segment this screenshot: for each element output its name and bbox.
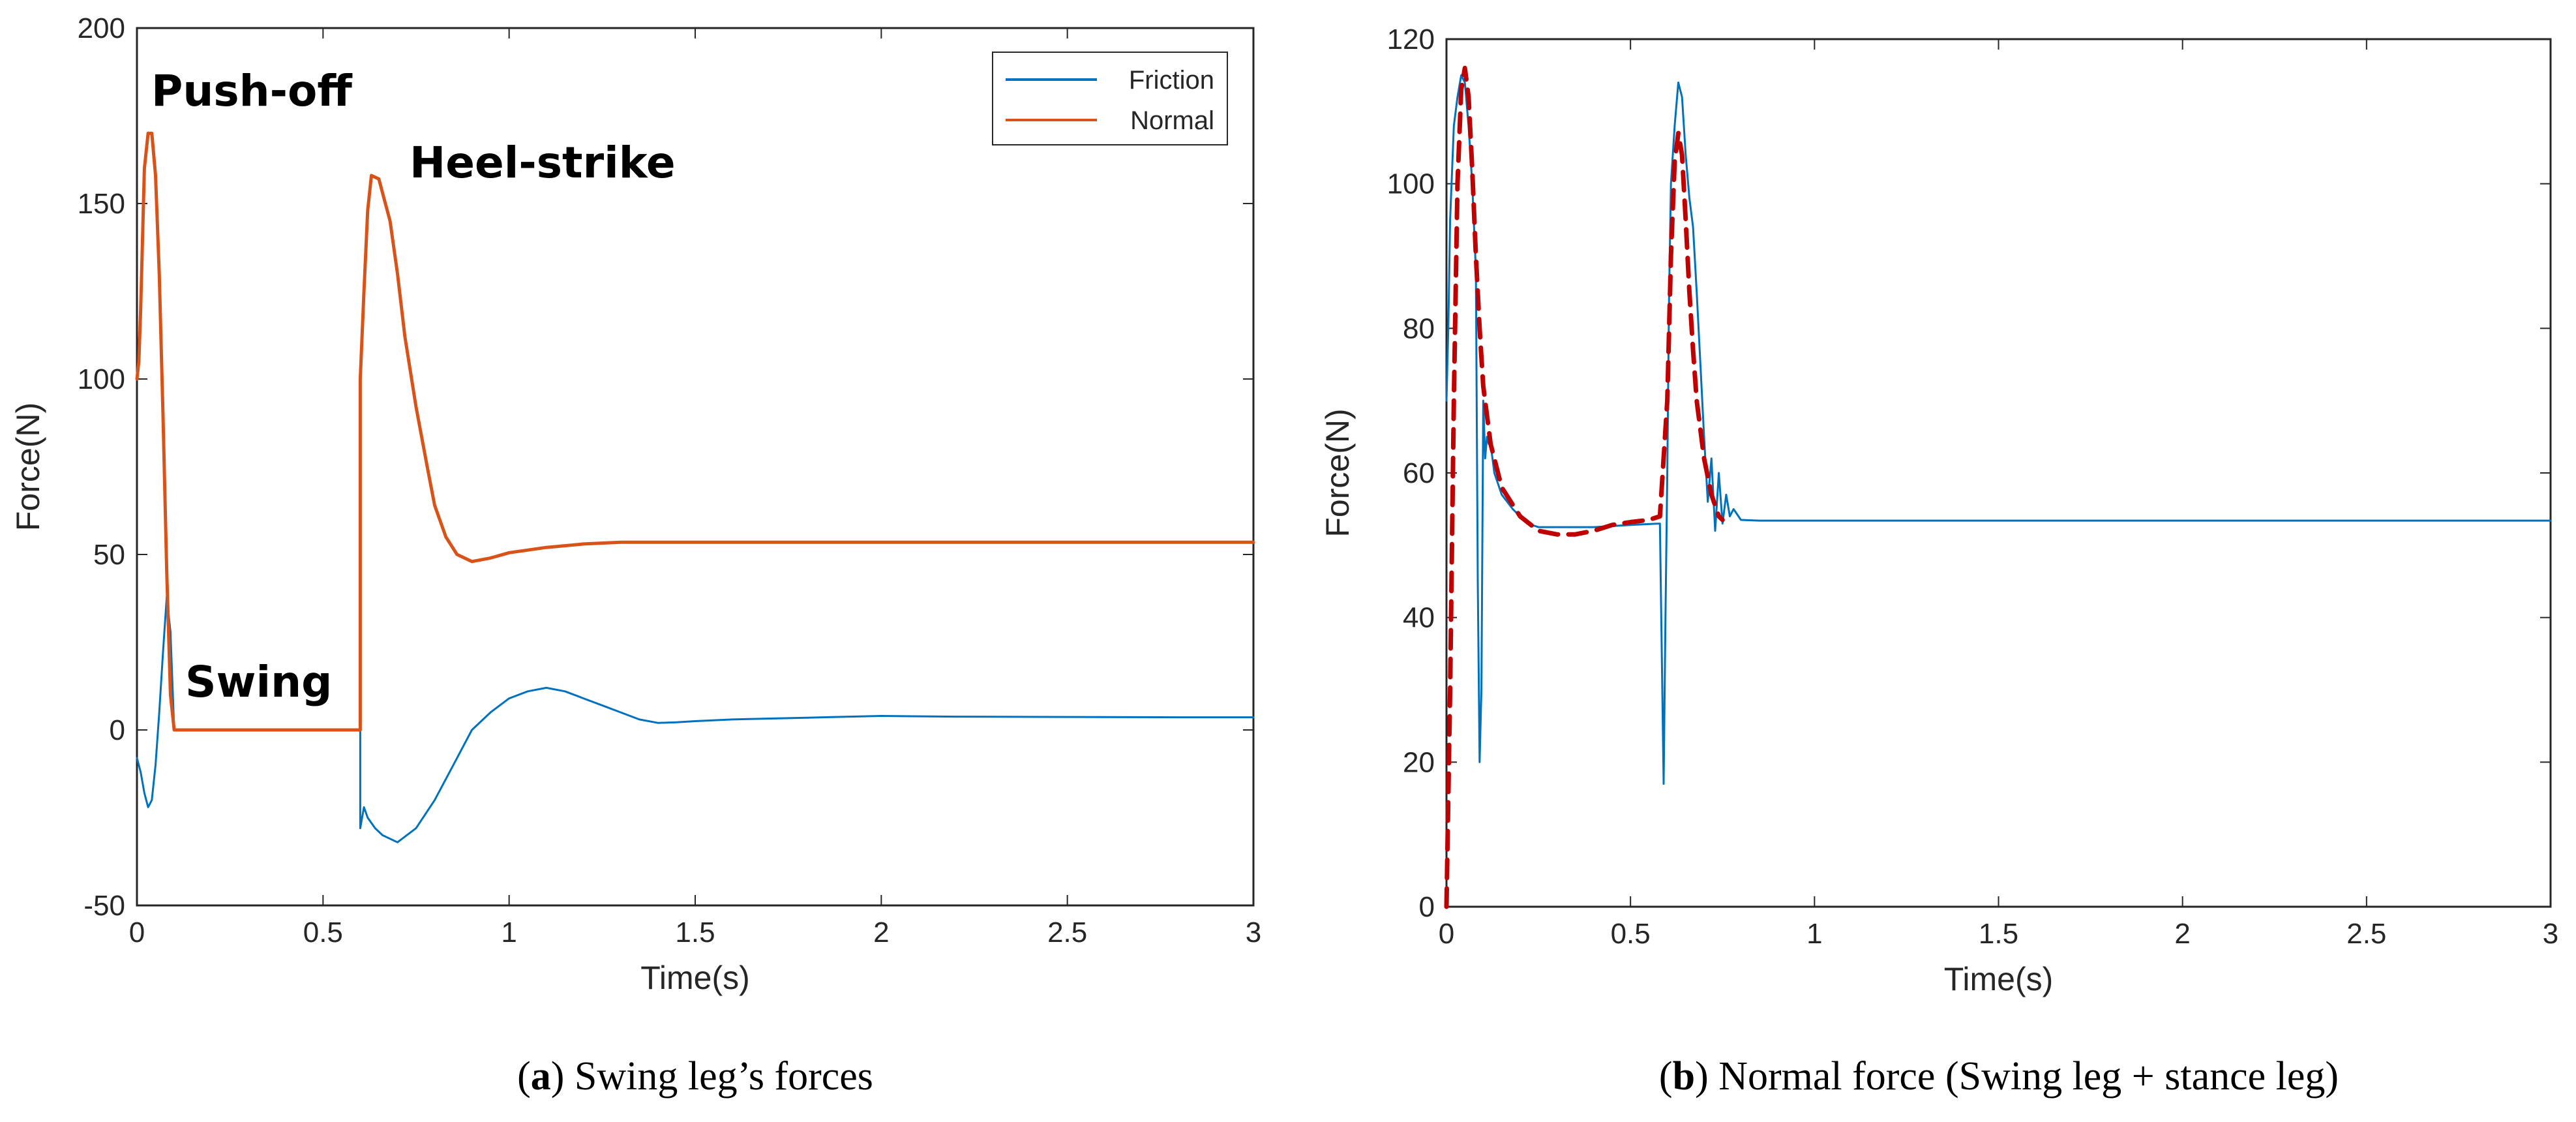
x-tick-label: 1 xyxy=(1806,918,1822,950)
legend-box xyxy=(992,52,1228,145)
y-tick-label: 60 xyxy=(1403,457,1435,489)
plot-frame xyxy=(136,27,1255,907)
legend-label-normal: Normal xyxy=(1130,106,1214,135)
x-tick-label: 1.5 xyxy=(1979,918,2018,950)
caption-a: (a) Swing leg’s forces xyxy=(517,1054,873,1099)
x-tick-label: 0.5 xyxy=(303,917,343,948)
x-tick-label: 0 xyxy=(129,917,145,948)
y-tick-label: 20 xyxy=(1403,746,1435,778)
y-tick-label: 100 xyxy=(1387,168,1435,200)
caption-b: (b) Normal force (Swing leg + stance leg… xyxy=(1659,1054,2339,1099)
axes: 0 0.5 1 1.5 2 2.5 3-50050100150200Time(s)Force… xyxy=(10,12,1261,996)
y-tick-label: 0 xyxy=(110,714,125,746)
y-tick-label: 200 xyxy=(78,12,125,44)
x-tick-label: 2 xyxy=(2174,918,2190,950)
y-tick-label: -50 xyxy=(83,890,125,922)
panel-swing-leg-forces: 0 0.5 1 1.5 2 2.5 3-50050100150200Time(s)Force… xyxy=(10,12,1261,996)
series-line-normal-force xyxy=(1445,74,2552,785)
x-tick-label: 2.5 xyxy=(2346,918,2386,950)
series-layer xyxy=(135,131,1255,843)
legend: Friction Normal xyxy=(992,52,1228,145)
x-axis-label: Time(s) xyxy=(640,960,750,996)
caption-b-tag: b xyxy=(1673,1054,1695,1099)
legend-label-friction: Friction xyxy=(1129,66,1214,95)
y-tick-label: 100 xyxy=(78,363,125,395)
panel-normal-force: 0 0.5 1 1.5 2 2.5 3 0 20 40 60 80 100 120 Time(s) Force… xyxy=(1319,23,2558,997)
x-tick-label: 3 xyxy=(2543,918,2558,950)
series-line-friction xyxy=(136,596,1255,843)
y-tick-label: 0 xyxy=(1419,891,1435,923)
caption-a-text: Swing leg’s forces xyxy=(575,1054,873,1099)
axes: 0 0.5 1 1.5 2 2.5 3 0 20 40 60 80 100 120 Time(s) Force… xyxy=(1319,23,2558,997)
y-tick-label: 150 xyxy=(78,188,125,220)
y-axis-label: Force(N) xyxy=(1319,408,1356,537)
y-tick-label: 40 xyxy=(1403,602,1435,634)
x-tick-label: 0.5 xyxy=(1611,918,1651,950)
x-tick-label: 1 xyxy=(501,917,517,948)
annotation-swing: Swing xyxy=(185,657,332,707)
x-tick-label: 2 xyxy=(873,917,889,948)
y-axis-label: Force(N) xyxy=(10,402,46,531)
y-tick-label: 50 xyxy=(93,539,125,571)
caption-b-text: Normal force (Swing leg + stance leg) xyxy=(1718,1054,2339,1099)
plot-frame xyxy=(1445,38,2552,908)
annotation-heel-strike: Heel-strike xyxy=(410,138,676,188)
x-tick-label: 2.5 xyxy=(1047,917,1087,948)
x-tick-label: 3 xyxy=(1246,917,1261,948)
x-axis-label: Time(s) xyxy=(1944,961,2054,997)
y-tick-label: 80 xyxy=(1403,312,1435,344)
x-tick-label: 0 xyxy=(1439,918,1454,950)
series-layer xyxy=(1444,65,2552,909)
caption-a-tag: a xyxy=(531,1054,551,1099)
series-line-normal xyxy=(135,131,1255,732)
x-tick-label: 1.5 xyxy=(675,917,715,948)
y-tick-label: 120 xyxy=(1387,23,1435,55)
annotation-push-off: Push-off xyxy=(151,66,353,116)
